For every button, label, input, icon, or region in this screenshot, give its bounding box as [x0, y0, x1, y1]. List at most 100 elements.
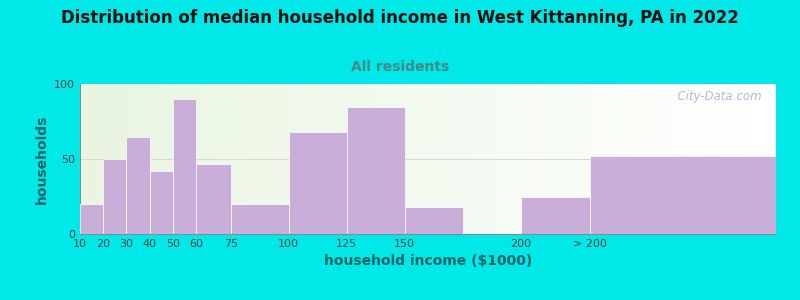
Bar — [231, 204, 289, 234]
Bar — [554, 84, 560, 234]
Bar — [442, 84, 449, 234]
Bar — [686, 84, 693, 234]
Bar — [650, 84, 658, 234]
Bar — [630, 84, 637, 234]
Bar — [428, 84, 435, 234]
Bar — [372, 84, 379, 234]
Bar — [421, 84, 428, 234]
Bar — [484, 84, 490, 234]
Bar — [206, 84, 212, 234]
Bar — [546, 84, 554, 234]
Bar — [101, 84, 108, 234]
Bar — [595, 84, 602, 234]
Bar — [94, 84, 101, 234]
Bar — [560, 84, 567, 234]
Bar — [226, 84, 233, 234]
Bar — [463, 84, 470, 234]
Bar — [414, 84, 421, 234]
Bar — [129, 84, 136, 234]
Bar — [734, 84, 742, 234]
Bar — [720, 84, 727, 234]
Bar — [310, 84, 317, 234]
Bar — [602, 84, 609, 234]
Bar — [405, 207, 463, 234]
Bar — [296, 84, 302, 234]
Text: All residents: All residents — [351, 60, 449, 74]
Bar — [644, 84, 650, 234]
Bar — [521, 196, 590, 234]
Bar — [126, 136, 150, 234]
Bar — [435, 84, 442, 234]
Bar — [173, 99, 196, 234]
Text: City-Data.com: City-Data.com — [670, 90, 762, 103]
Bar — [163, 84, 170, 234]
Bar — [456, 84, 463, 234]
Bar — [511, 84, 518, 234]
Bar — [567, 84, 574, 234]
Bar — [616, 84, 623, 234]
Bar — [762, 84, 769, 234]
Bar — [247, 84, 254, 234]
Bar — [254, 84, 261, 234]
Bar — [609, 84, 616, 234]
Bar — [136, 84, 142, 234]
Bar — [317, 84, 324, 234]
Bar — [748, 84, 755, 234]
Bar — [449, 84, 456, 234]
Bar — [115, 84, 122, 234]
Bar — [212, 84, 219, 234]
Bar — [588, 84, 595, 234]
Bar — [498, 84, 505, 234]
Bar — [490, 84, 498, 234]
Bar — [302, 84, 310, 234]
Bar — [198, 84, 206, 234]
Bar — [170, 84, 178, 234]
Bar — [379, 84, 386, 234]
Bar — [590, 156, 776, 234]
Bar — [366, 84, 372, 234]
Text: Distribution of median household income in West Kittanning, PA in 2022: Distribution of median household income … — [61, 9, 739, 27]
Bar — [505, 84, 511, 234]
Bar — [672, 84, 678, 234]
Bar — [178, 84, 185, 234]
Bar — [351, 84, 358, 234]
Bar — [330, 84, 338, 234]
Bar — [323, 84, 330, 234]
Bar — [108, 84, 115, 234]
Bar — [233, 84, 240, 234]
Bar — [142, 84, 150, 234]
Bar — [261, 84, 268, 234]
Bar — [477, 84, 484, 234]
Bar — [80, 84, 87, 234]
Bar — [533, 84, 539, 234]
Bar — [282, 84, 289, 234]
Bar — [103, 159, 126, 234]
Bar — [518, 84, 526, 234]
Bar — [268, 84, 275, 234]
Bar — [196, 164, 231, 234]
Bar — [157, 84, 163, 234]
Bar — [400, 84, 407, 234]
Bar — [358, 84, 366, 234]
Bar — [658, 84, 665, 234]
Bar — [623, 84, 630, 234]
Bar — [407, 84, 414, 234]
Bar — [338, 84, 345, 234]
Bar — [665, 84, 672, 234]
Bar — [742, 84, 748, 234]
Bar — [706, 84, 714, 234]
Bar — [289, 84, 296, 234]
Bar — [87, 84, 94, 234]
X-axis label: household income ($1000): household income ($1000) — [324, 254, 532, 268]
Bar — [470, 84, 477, 234]
Bar — [275, 84, 282, 234]
Bar — [574, 84, 581, 234]
Bar — [122, 84, 129, 234]
Bar — [191, 84, 198, 234]
Y-axis label: households: households — [34, 114, 49, 204]
Bar — [581, 84, 588, 234]
Bar — [240, 84, 247, 234]
Bar — [150, 171, 173, 234]
Bar — [345, 84, 351, 234]
Bar — [289, 132, 347, 234]
